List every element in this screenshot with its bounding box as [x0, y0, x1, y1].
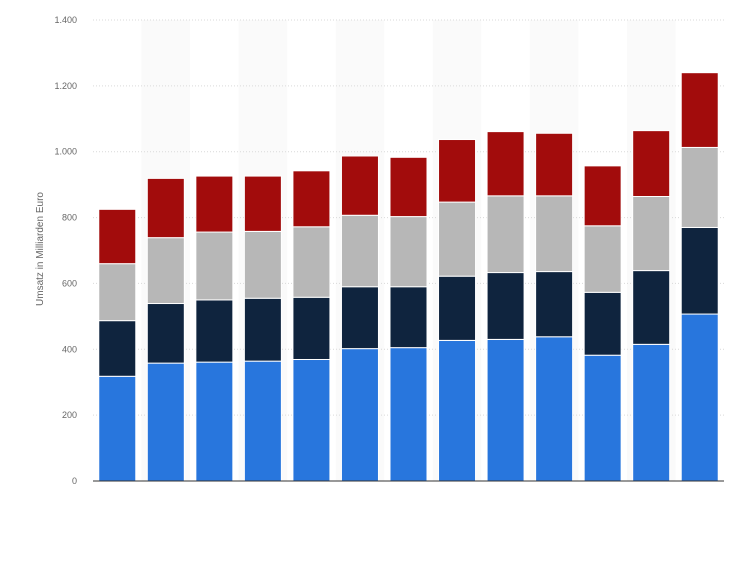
bar-segment-series-1[interactable]	[438, 339, 477, 482]
bar-segment-series-3[interactable]	[243, 230, 282, 299]
y-tick-label: 1.400	[54, 15, 77, 25]
bar-segment-series-4[interactable]	[340, 155, 379, 216]
bar-segment-series-1[interactable]	[535, 336, 574, 482]
bar-segment-series-3[interactable]	[632, 195, 671, 272]
bar-segment-series-4[interactable]	[680, 72, 719, 148]
bar-segment-series-4[interactable]	[195, 175, 234, 233]
bar-segment-series-2[interactable]	[486, 272, 525, 340]
bar-segment-series-2[interactable]	[438, 275, 477, 341]
bar-segment-series-3[interactable]	[340, 214, 379, 288]
bar-segment-series-3[interactable]	[389, 216, 428, 288]
bar-segment-series-3[interactable]	[195, 231, 234, 301]
bar-segment-series-4[interactable]	[98, 208, 137, 265]
bar-segment-series-3[interactable]	[535, 195, 574, 273]
bar-segment-series-2[interactable]	[243, 297, 282, 362]
bar-segment-series-1[interactable]	[292, 358, 331, 482]
bar-segment-series-2[interactable]	[632, 270, 671, 345]
bar-segment-series-1[interactable]	[486, 338, 525, 482]
bar-segment-series-4[interactable]	[146, 177, 185, 239]
bar-segment-series-4[interactable]	[389, 156, 428, 218]
bar-segment-series-2[interactable]	[583, 291, 622, 356]
bar-segment-series-4[interactable]	[486, 131, 525, 197]
y-tick-label: 1.000	[54, 147, 77, 157]
bar-segment-series-2[interactable]	[535, 271, 574, 338]
bar-segment-series-2[interactable]	[146, 303, 185, 364]
bar-segment-series-1[interactable]	[680, 313, 719, 482]
bar-segment-series-1[interactable]	[583, 354, 622, 482]
bar-segment-series-1[interactable]	[340, 348, 379, 482]
bar-segment-series-4[interactable]	[438, 139, 477, 203]
y-axis-ticks: 0 200 400 600 800 1.000 1.200 1.400	[54, 15, 77, 486]
bar-segment-series-2[interactable]	[680, 226, 719, 315]
y-tick-label: 200	[62, 410, 77, 420]
bar-segment-series-1[interactable]	[243, 360, 282, 482]
bar-segment-series-4[interactable]	[243, 175, 282, 232]
bar-segment-series-4[interactable]	[583, 165, 622, 227]
y-tick-label: 1.200	[54, 81, 77, 91]
bar-segment-series-3[interactable]	[486, 195, 525, 274]
bar-segment-series-2[interactable]	[98, 320, 137, 377]
bar-segment-series-1[interactable]	[632, 343, 671, 482]
bar-segment-series-3[interactable]	[292, 226, 331, 298]
y-tick-label: 0	[72, 476, 77, 486]
y-axis-label: Umsatz in Milliarden Euro	[35, 192, 46, 306]
bar-segment-series-2[interactable]	[340, 286, 379, 350]
bar-segment-series-2[interactable]	[195, 299, 234, 363]
bar-segment-series-3[interactable]	[98, 263, 137, 322]
bar-segment-series-4[interactable]	[292, 170, 331, 228]
y-tick-label: 400	[62, 344, 77, 354]
bars	[98, 72, 719, 482]
bar-segment-series-2[interactable]	[292, 296, 331, 360]
bar-segment-series-4[interactable]	[632, 130, 671, 197]
bar-segment-series-2[interactable]	[389, 286, 428, 349]
bar-segment-series-1[interactable]	[389, 347, 428, 482]
bar-segment-series-3[interactable]	[680, 146, 719, 228]
bar-segment-series-3[interactable]	[583, 225, 622, 293]
bar-segment-series-1[interactable]	[195, 361, 234, 482]
bar-segment-series-3[interactable]	[438, 201, 477, 277]
bar-segment-series-1[interactable]	[146, 362, 185, 482]
y-tick-label: 800	[62, 213, 77, 223]
bar-segment-series-1[interactable]	[98, 375, 137, 482]
bar-segment-series-4[interactable]	[535, 132, 574, 197]
bar-segment-series-3[interactable]	[146, 237, 185, 305]
y-tick-label: 600	[62, 278, 77, 288]
